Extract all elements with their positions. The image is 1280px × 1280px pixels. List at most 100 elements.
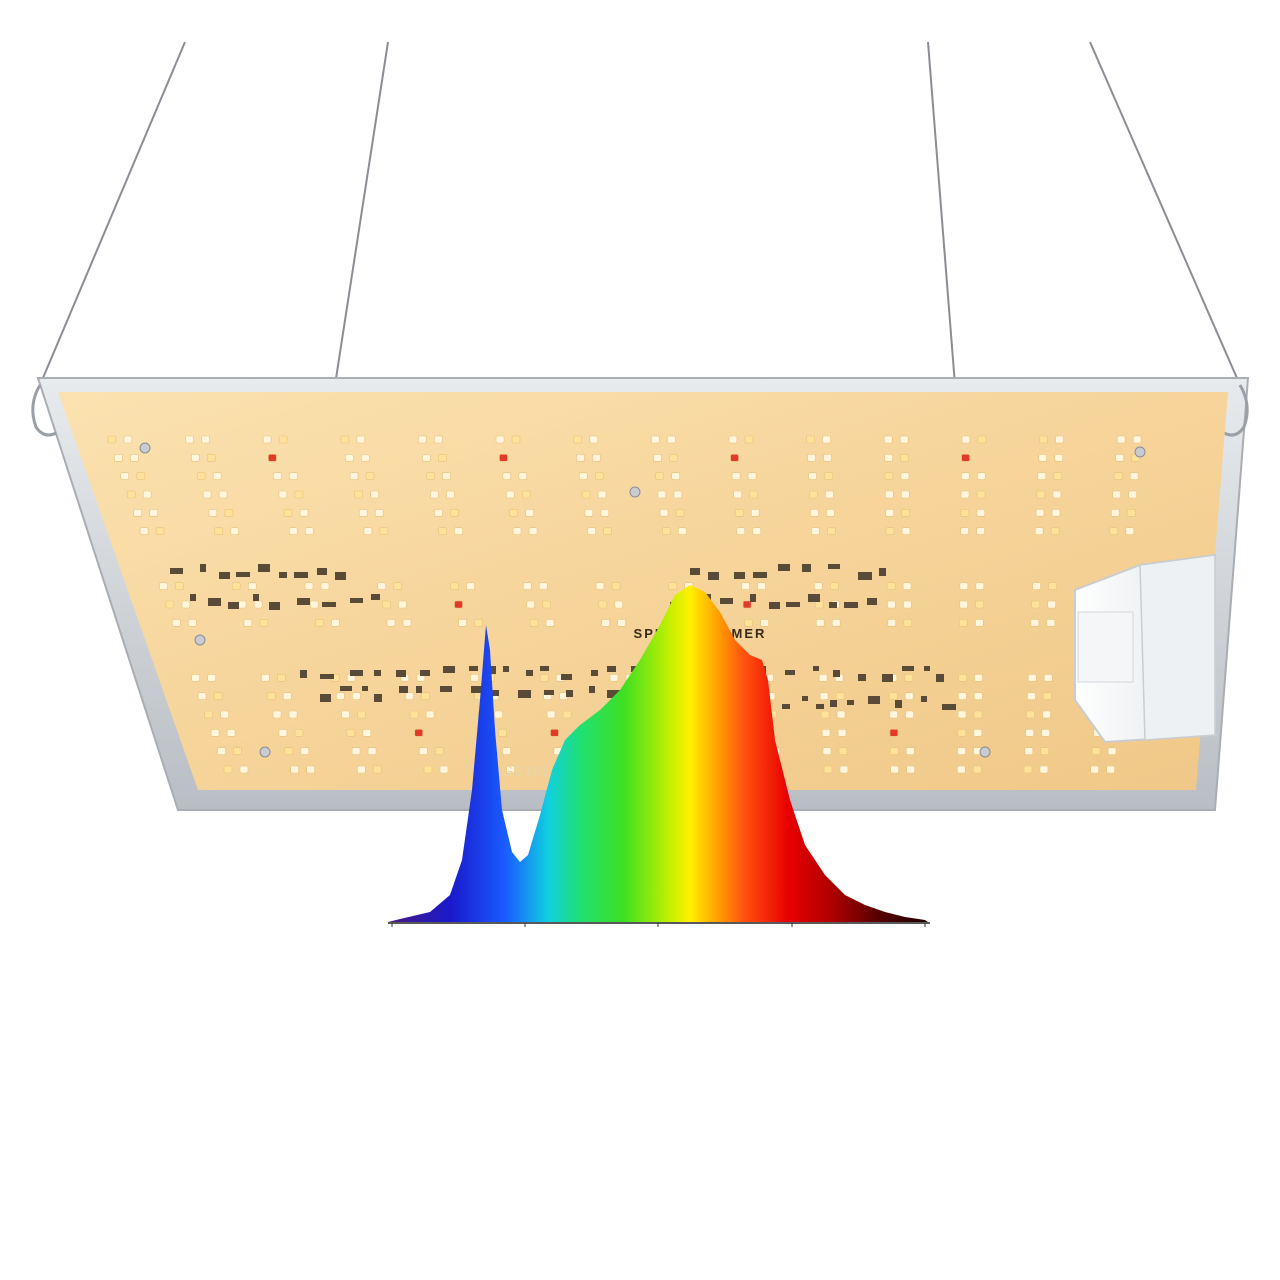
smd-component [371,594,380,600]
smd-component [830,700,837,707]
led-chip [509,509,518,517]
led-chip [1110,509,1120,517]
led-chip [839,765,849,774]
led-chip [578,472,588,480]
smd-component [320,694,331,702]
led-chip [315,619,324,627]
led-chip [809,490,818,499]
led-chip [185,435,194,444]
smd-component [785,670,795,675]
led-chip [426,472,435,480]
led-chip [278,729,288,737]
led-chip [1047,600,1057,609]
smd-component [589,686,595,693]
led-chip [744,435,754,444]
led-chip [261,674,270,682]
led-chip [361,454,370,462]
led-chip [747,472,757,480]
led-chip [901,527,911,535]
spectrum-curve [388,585,928,922]
smd-component [219,572,230,579]
led-chip [885,509,894,517]
screw [629,486,641,498]
smd-component [374,694,382,702]
smd-component [320,674,334,679]
led-chip [820,710,830,719]
led-chip [885,527,895,535]
circuit-components [139,442,1146,758]
led-chip [438,527,447,535]
led-chip [905,710,914,719]
led-chip [502,747,511,755]
led-chip [733,490,742,499]
led-chip [277,674,286,682]
led-chip [418,435,427,444]
led-chip [172,619,181,627]
led-chip [346,729,356,737]
led-chip [889,729,899,737]
led-chip [958,674,967,682]
led-chip [204,710,213,719]
led-chip [838,747,848,755]
led-chip [752,527,762,535]
led-chip [825,490,834,499]
led-chip [667,435,676,444]
smd-component [808,594,820,602]
led-chip [450,509,459,517]
power-driver-icon [1074,553,1216,744]
led-chip [1053,472,1063,480]
led-chip [617,619,626,627]
led-chip [354,490,363,499]
led-chip [961,435,971,444]
led-chip [386,619,396,627]
smd-component [868,696,880,704]
led-chip [130,454,139,462]
smd-component [786,602,800,607]
led-chip [435,747,444,755]
led-chip [372,765,382,774]
led-chip [212,472,222,480]
led-chip [123,435,133,444]
led-chip [454,600,463,609]
led-chip [598,600,608,609]
led-chip [806,435,815,444]
led-chip [529,619,539,627]
smd-component [690,568,700,575]
hanging-wires [39,41,1241,386]
led-chip [731,472,741,480]
led-chip [814,600,824,609]
led-chip [421,692,430,700]
led-chip [522,582,532,590]
led-chip [220,710,229,719]
led-chip [197,692,207,700]
led-chip [538,582,548,590]
led-chip [956,765,966,774]
smd-component [882,674,893,682]
led-chip [1132,435,1142,444]
led-chip [883,435,893,444]
smd-component [734,572,745,579]
led-chip [592,454,601,462]
led-chip [741,582,750,590]
led-chip [262,435,272,444]
led-chip [977,472,986,480]
led-chip [434,509,443,517]
led-chip [887,619,897,627]
led-chip [960,490,970,499]
smd-component [879,568,886,576]
led-chip [253,600,263,609]
led-chip [526,600,535,609]
led-chip [824,472,833,480]
led-chip [1090,765,1099,774]
led-chip [136,472,146,480]
led-chip [830,582,839,590]
led-chip [906,765,915,774]
led-chip [1115,454,1124,462]
led-chip [278,490,288,499]
led-chip [107,435,117,444]
led-chip [611,582,621,590]
led-chip [331,619,340,627]
smd-component [802,696,808,701]
led-chip [811,527,820,535]
led-chip [356,435,366,444]
